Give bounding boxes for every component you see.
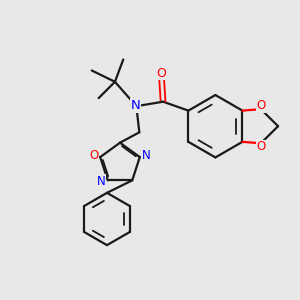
Text: O: O xyxy=(256,140,266,153)
Text: O: O xyxy=(256,99,266,112)
Text: N: N xyxy=(131,99,141,112)
Text: O: O xyxy=(157,67,166,80)
Text: O: O xyxy=(89,149,98,162)
Text: N: N xyxy=(142,149,151,162)
Text: N: N xyxy=(97,175,106,188)
